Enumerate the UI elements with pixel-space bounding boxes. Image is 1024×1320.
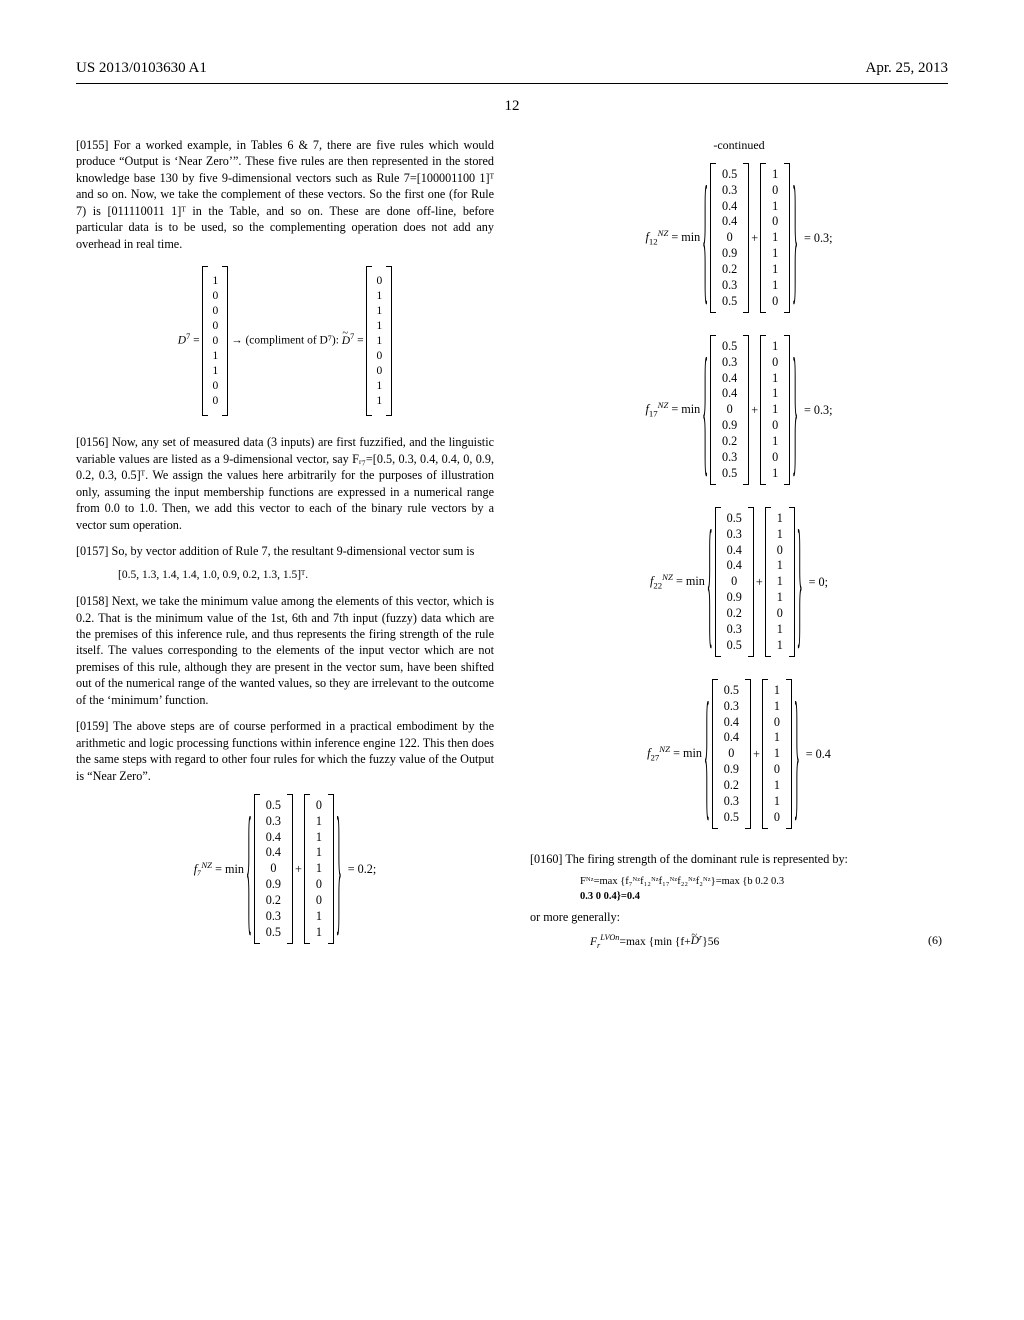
publication-date: Apr. 25, 2013 (866, 60, 949, 77)
para-0156: [0156] Now, any set of measured data (3 … (76, 434, 494, 533)
equation-f22: f22NZ = min { 0.50.30.40.400.90.20.30.5 … (530, 507, 948, 657)
continued-label: -continued (530, 137, 948, 153)
para-0157: [0157] So, by vector addition of Rule 7,… (76, 543, 494, 559)
equation-d7: D7 = 100001100 → (compliment of D⁷): D7 … (76, 266, 494, 416)
or-more-generally: or more generally: (530, 909, 948, 925)
equation-0157-sum: [0.5, 1.3, 1.4, 1.4, 1.0, 0.9, 0.2, 1.3,… (118, 568, 494, 584)
equation-6: FrLVOn=max {min {f+Dr}56 (6) (590, 932, 948, 951)
page-number: 12 (76, 98, 948, 115)
equation-f7: f₇NZ = min { 0.50.30.40.400.90.20.30.5 +… (76, 794, 494, 944)
para-0159: [0159] The above steps are of course per… (76, 718, 494, 784)
left-column: [0155] For a worked example, in Tables 6… (76, 137, 494, 966)
equation-f17: f17NZ = min { 0.50.30.40.400.90.20.30.5 … (530, 335, 948, 485)
para-0160: [0160] The firing strength of the domina… (530, 851, 948, 867)
equation-f27: f27NZ = min { 0.50.30.40.400.90.20.30.5 … (530, 679, 948, 829)
para-0155: [0155] For a worked example, in Tables 6… (76, 137, 494, 252)
equation-firing-strength: Fᴺᶻ=max {f₇ᴺᶻf₁₂ᴺᶻf₁₇ᴺᶻf₂₂ᴺᶻf₂ᴺᶻ}=max {b… (580, 874, 948, 906)
patent-number: US 2013/0103630 A1 (76, 60, 207, 77)
para-0158: [0158] Next, we take the minimum value a… (76, 593, 494, 708)
right-column: -continued f12NZ = min { 0.50.30.40.400.… (530, 137, 948, 966)
equation-f12: f12NZ = min { 0.50.30.40.400.90.20.30.5 … (530, 163, 948, 313)
header-rule (76, 83, 948, 84)
